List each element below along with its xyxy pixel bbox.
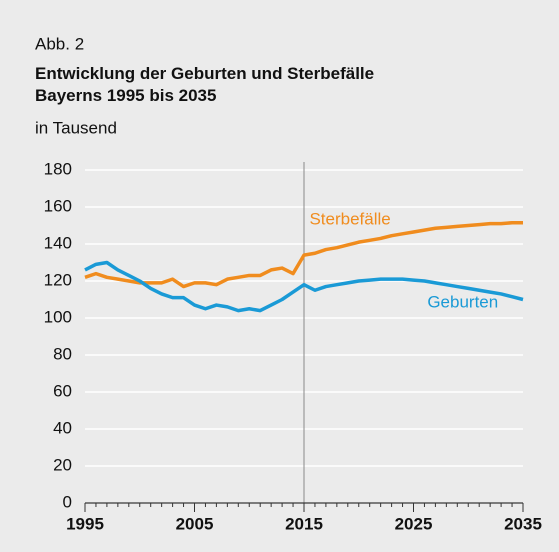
y-tick-label: 120 [44, 270, 72, 289]
x-tick-label: 2015 [285, 514, 323, 533]
y-tick-label: 180 [44, 159, 72, 178]
y-tick-label: 140 [44, 233, 72, 252]
x-tick-label: 1995 [66, 514, 104, 533]
y-tick-label: 60 [53, 381, 72, 400]
series-label: Sterbefälle [309, 209, 390, 228]
x-tick-label: 2035 [504, 514, 542, 533]
x-tick-label: 2025 [395, 514, 433, 533]
series-label: Geburten [427, 293, 498, 312]
y-tick-label: 80 [53, 344, 72, 363]
series-line [84, 260, 524, 313]
y-tick-label: 100 [44, 307, 72, 326]
y-tick-label: 40 [53, 418, 72, 437]
y-tick-label: 0 [63, 492, 72, 511]
y-tick-label: 20 [53, 455, 72, 474]
x-tick-label: 2005 [176, 514, 214, 533]
series-line [84, 220, 523, 289]
y-tick-label: 160 [44, 196, 72, 215]
figure-label: Abb. 2 [35, 34, 84, 53]
chart-subtitle: in Tausend [35, 118, 117, 137]
chart-title: Entwicklung der Geburten und Sterbefälle… [35, 64, 374, 105]
